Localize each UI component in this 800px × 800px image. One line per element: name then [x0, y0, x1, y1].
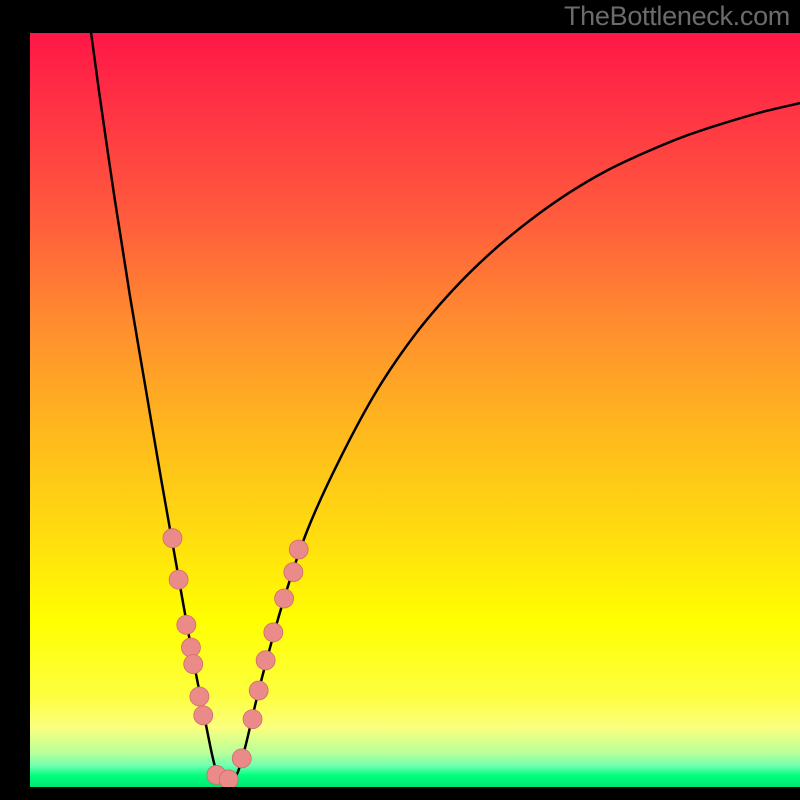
curve-layer: [30, 33, 800, 787]
marker-point: [264, 623, 283, 642]
marker-point: [256, 651, 275, 670]
marker-point: [194, 706, 213, 725]
bottleneck-curve: [90, 33, 800, 787]
marker-point: [289, 540, 308, 559]
marker-point: [169, 570, 188, 589]
marker-point: [181, 638, 200, 657]
marker-point: [190, 687, 209, 706]
marker-point: [232, 749, 251, 768]
marker-point: [163, 529, 182, 548]
marker-point: [284, 563, 303, 582]
marker-point: [177, 615, 196, 634]
chart-frame: TheBottleneck.com: [0, 0, 800, 800]
marker-point: [249, 681, 268, 700]
marker-point: [243, 710, 262, 729]
watermark-text: TheBottleneck.com: [564, 1, 790, 32]
marker-point: [219, 770, 238, 787]
marker-point: [275, 589, 294, 608]
marker-point: [184, 655, 203, 674]
